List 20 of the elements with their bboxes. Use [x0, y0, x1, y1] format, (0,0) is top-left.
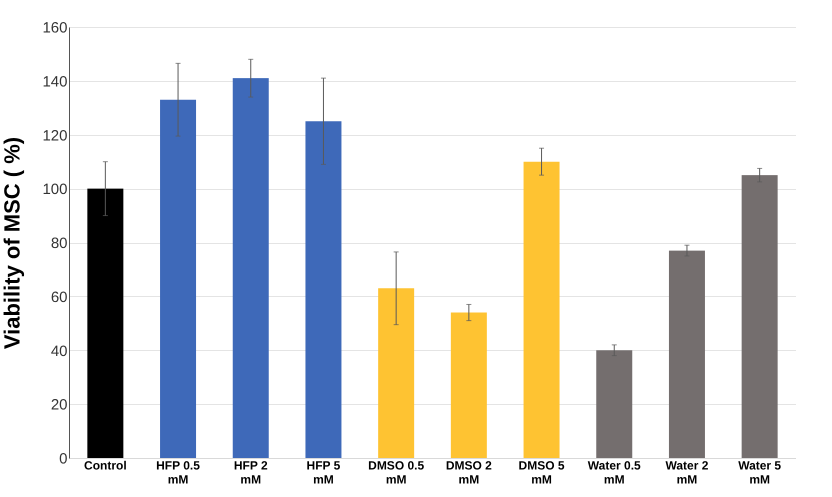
x-tick-label: Water 0.5 mM [588, 458, 642, 486]
y-tick-label: 140 [42, 73, 68, 90]
y-tick-label: 100 [42, 181, 68, 198]
y-axis-title: Viability of MSC ( %) [0, 136, 24, 350]
y-tick-label: 0 [59, 450, 68, 468]
x-tick-label: HFP 5 mM [306, 458, 341, 486]
x-tick-label: Water 2 mM [665, 458, 709, 486]
y-tick-label: 120 [42, 127, 68, 144]
x-tick-label: HFP 0.5 mM [156, 458, 200, 486]
x-tick-label: DMSO 5 mM [518, 458, 565, 486]
y-tick-label: 60 [50, 288, 68, 306]
x-tick-label: HFP 2 mM [234, 458, 268, 486]
y-tick-label: 160 [42, 20, 68, 36]
x-tick-label: Water 5 mM [738, 458, 782, 486]
y-tick-label: 40 [50, 342, 68, 360]
y-tick-label: 20 [50, 396, 68, 414]
x-tick-label: Control [84, 458, 127, 472]
x-tick-label: DMSO 0.5 mM [368, 458, 424, 486]
y-tick-label: 80 [50, 235, 68, 252]
x-tick-label: DMSO 2 mM [446, 458, 492, 486]
